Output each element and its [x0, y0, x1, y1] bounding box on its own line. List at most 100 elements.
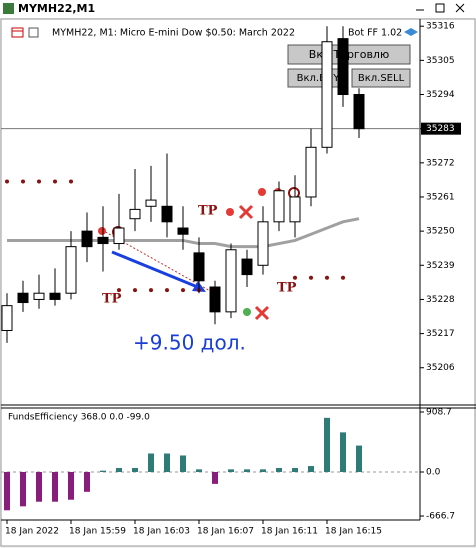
symbol-icon — [11, 27, 24, 38]
candle-body — [193, 252, 205, 282]
indicator-title: FundsEfficiency 368.0 0.0 -99.0 — [8, 413, 150, 423]
y-tick-label: 35261 — [426, 192, 455, 202]
button-label[interactable]: Вкл.Торговлю — [309, 48, 389, 61]
candle-body — [17, 292, 29, 304]
indicator-bar — [308, 466, 314, 472]
y-tick-label: 35239 — [426, 261, 455, 271]
indicator-bar — [84, 471, 90, 492]
tp-label: TP — [198, 204, 218, 219]
x-tick-label: 18 Jan 16:15 — [325, 527, 382, 537]
candle-body — [1, 305, 13, 331]
indicator-bar — [212, 471, 218, 484]
x-tick-label: 18 Jan 2022 — [5, 527, 59, 537]
candle-body — [97, 236, 109, 245]
candle-body — [337, 38, 349, 96]
candle-body — [305, 146, 317, 198]
trade-toggle[interactable]: Вкл.Торговлю — [287, 44, 411, 65]
indicator-bar — [68, 471, 74, 500]
title-bar — [0, 0, 476, 18]
x-tick-label: 18 Jan 16:07 — [197, 527, 254, 537]
candle-body — [321, 41, 333, 148]
stop-dot — [53, 179, 57, 184]
y-tick-label: 35206 — [426, 363, 455, 373]
indicator-bar — [52, 471, 58, 502]
close-marker — [238, 204, 254, 220]
candle-body — [49, 292, 61, 300]
button-bg[interactable] — [287, 44, 411, 65]
y-tick-label: 35228 — [426, 295, 455, 305]
button-bg[interactable] — [351, 68, 411, 88]
stop-dot — [69, 179, 73, 184]
x-tick-label: 18 Jan 16:03 — [133, 527, 190, 537]
close-marker — [254, 305, 270, 321]
x-tick-label: 18 Jan 15:59 — [69, 527, 126, 537]
indicator-bar — [116, 468, 122, 472]
stop-dot — [133, 288, 137, 293]
indicator-bar — [260, 469, 266, 472]
window-icon — [3, 3, 14, 14]
candle-body — [81, 230, 93, 248]
indicator-bar — [180, 455, 186, 472]
candle-body — [129, 208, 141, 220]
window-title: MYMH22,M1 — [18, 2, 95, 15]
current-price-label: 35283 — [426, 124, 455, 134]
candle-body — [209, 286, 221, 313]
candle-body — [161, 205, 173, 223]
indicator-bar — [148, 453, 154, 472]
y-tick-label: 35294 — [426, 90, 455, 100]
indicator-bar — [276, 468, 282, 472]
window-controls[interactable] — [416, 3, 465, 13]
indicator-bar — [100, 470, 106, 472]
candle-body — [257, 221, 269, 266]
candle-body — [65, 246, 77, 294]
candle-body — [241, 258, 253, 276]
indicator-bar — [164, 453, 170, 472]
y-tick-label: 35272 — [426, 158, 455, 168]
symbol-info: MYMH22, M1: Micro E-mini Dow $0.50: Marc… — [52, 28, 295, 39]
indicator-bar — [356, 445, 362, 472]
stop-dot — [21, 179, 25, 184]
indicator-bar — [4, 471, 10, 511]
y-tick-label: 908.7 — [426, 407, 452, 417]
y-tick-label: 35316 — [426, 22, 455, 32]
stop-dot — [5, 179, 9, 184]
indicator-bar — [244, 469, 250, 472]
sell-toggle[interactable]: Вкл.SELL — [351, 68, 411, 88]
stop-dot — [165, 288, 169, 293]
button-label[interactable]: Вкл.BUY — [297, 73, 341, 84]
exit-marker — [243, 308, 251, 316]
restore[interactable] — [435, 3, 445, 13]
candle-body — [113, 227, 125, 245]
candle-body — [289, 196, 301, 223]
stop-dot — [117, 288, 121, 293]
y-tick-label: 0.0 — [426, 467, 441, 477]
tp-label: TP — [277, 281, 297, 296]
candle-body — [273, 190, 285, 223]
y-tick-label: 35217 — [426, 329, 455, 339]
indicator-bar — [132, 468, 138, 472]
candle-body — [353, 94, 365, 130]
bot-icon — [404, 28, 418, 36]
close[interactable] — [455, 3, 465, 13]
stop-dot — [309, 275, 313, 280]
button-label[interactable]: Вкл.SELL — [358, 73, 405, 84]
symbol-icon — [28, 27, 39, 38]
indicator-bar — [324, 417, 330, 472]
stop-dot — [181, 288, 185, 293]
y-tick-label: 35305 — [426, 56, 455, 66]
stop-dot — [149, 288, 153, 293]
current-price-box — [421, 122, 461, 135]
indicator-bar — [292, 468, 298, 472]
indicator-bar — [36, 471, 42, 502]
stop-dot — [341, 275, 345, 280]
y-tick-label: -666.7 — [426, 512, 455, 522]
indicator-bar — [228, 469, 234, 472]
indicator-bar — [196, 469, 202, 472]
y-tick-label: 35250 — [426, 227, 455, 237]
indicator-bar — [20, 471, 26, 507]
entry-marker — [226, 208, 234, 216]
entry-marker — [258, 188, 266, 196]
candle-body — [33, 292, 45, 300]
arrow — [111, 250, 201, 290]
